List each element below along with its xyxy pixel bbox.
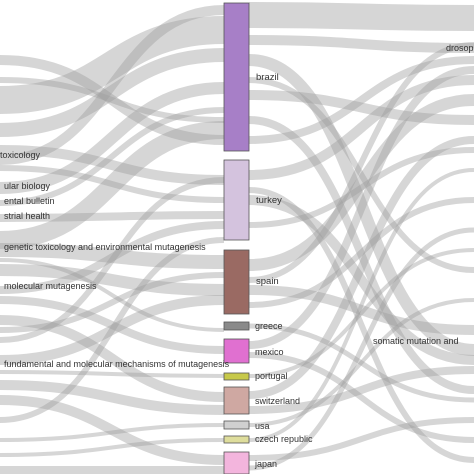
flow-left-10 [0, 258, 225, 332]
flow-left-21 [0, 423, 225, 442]
flow-left-24 [0, 55, 225, 145]
flow-right-5 [248, 56, 474, 144]
node-japan [223, 451, 250, 474]
country-label-turkey: turkey [256, 195, 282, 206]
flow-left-12 [0, 221, 225, 294]
flow-left-8 [0, 121, 225, 249]
left-label-mental-bulletin: ental bulletin [4, 196, 55, 206]
flow-left-19 [0, 395, 225, 465]
left-label-molecular-biology: ular biology [4, 181, 51, 191]
flow-right-22 [248, 77, 474, 273]
node-mexico [223, 338, 250, 364]
flow-right-13 [248, 66, 474, 349]
flow-right-1 [248, 35, 474, 53]
flow-right-10 [248, 285, 474, 335]
flow-right-2 [248, 54, 474, 356]
right-label-drosophila: drosop [446, 43, 474, 53]
node-czech-republic [223, 435, 250, 444]
left-label-fundamental-mechanisms: fundamental and molecular mechanisms of … [4, 359, 230, 369]
country-label-japan: japan [254, 459, 277, 469]
left-label-molecular-mutagenesis: molecular mutagenesis [4, 281, 97, 291]
flow-left-6 [0, 107, 225, 206]
node-switzerland [223, 386, 250, 415]
flow-right-17 [248, 366, 474, 414]
flow-right-11 [248, 197, 474, 308]
node-usa [223, 420, 250, 430]
country-label-brazil: brazil [256, 72, 279, 83]
flow-left-11 [0, 264, 225, 296]
flow-right-16 [248, 136, 474, 399]
flow-right-12 [248, 323, 474, 403]
flow-left-15 [0, 177, 225, 343]
flow-left-1 [0, 48, 225, 137]
flow-right-8 [248, 147, 474, 228]
flow-right-7 [248, 195, 474, 365]
flow-right-19 [248, 168, 474, 442]
flow-right-0 [248, 2, 474, 31]
node-portugal [223, 372, 250, 381]
flow-right-24 [248, 42, 474, 283]
node-spain [223, 249, 250, 315]
flow-left-13 [0, 296, 225, 354]
flow-left-3 [0, 145, 225, 185]
country-nodes [223, 2, 250, 474]
flow-right-9 [248, 94, 474, 271]
flow-left-25 [0, 77, 225, 123]
flow-right-21 [248, 227, 474, 471]
flow-left-18 [0, 380, 225, 415]
flow-left-17 [0, 370, 225, 378]
country-label-czech-republic: czech republic [255, 434, 313, 444]
node-turkey [223, 159, 250, 241]
node-labels: toxicology ular biology ental bulletin s… [0, 43, 474, 469]
flow-right-15 [248, 248, 474, 378]
flow-left-22 [0, 438, 225, 457]
country-label-usa: usa [255, 421, 270, 431]
country-label-mexico: mexico [255, 347, 284, 357]
flow-right-14 [248, 352, 474, 443]
flow-left-2 [0, 5, 225, 165]
flow-left-0 [0, 16, 225, 114]
flow-right-18 [248, 298, 474, 427]
country-label-greece: greece [255, 321, 283, 331]
flow-right-23 [248, 187, 474, 463]
left-label-toxicology: toxicology [0, 150, 41, 160]
flow-left-9 [0, 243, 225, 269]
flow-left-16 [0, 295, 225, 365]
left-label-industrial-health: strial health [4, 211, 50, 221]
flow-left-5 [0, 82, 225, 194]
flow-right-3 [248, 90, 474, 125]
node-greece [223, 321, 250, 331]
node-brazil [223, 2, 250, 152]
flow-left-4 [0, 165, 225, 203]
right-label-somatic-mutation: somatic mutation and [373, 336, 459, 346]
left-label-genetic-toxicology: genetic toxicology and environmental mut… [4, 242, 206, 252]
flow-left-20 [0, 237, 225, 423]
country-label-portugal: portugal [255, 371, 288, 381]
flow-right-6 [248, 75, 474, 180]
flow-left-26 [0, 272, 225, 333]
country-label-spain: spain [256, 276, 279, 287]
flow-right-4 [248, 116, 474, 394]
flow-left-14 [0, 315, 225, 402]
flow-right-20 [248, 417, 474, 461]
country-label-switzerland: switzerland [255, 396, 300, 406]
flow-left-7 [0, 211, 225, 222]
